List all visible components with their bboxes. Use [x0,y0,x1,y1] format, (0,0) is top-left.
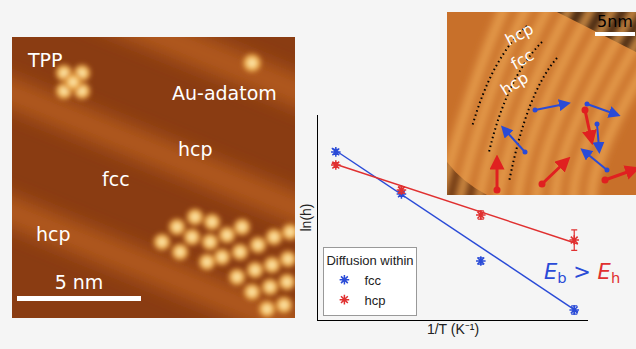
svg-text:fcc: fcc [102,168,130,190]
svg-text:5nm: 5nm [597,12,633,31]
svg-text:fcc: fcc [364,273,381,288]
svg-text:hcp: hcp [36,223,71,245]
svg-text:hcp: hcp [502,19,537,49]
svg-text:hcp: hcp [178,138,213,160]
svg-text:hcp: hcp [364,293,385,308]
svg-text:5 nm: 5 nm [55,271,104,293]
svg-text:Au-adatom: Au-adatom [172,82,277,104]
svg-text:ln(h): ln(h) [298,203,314,231]
svg-text:E​b​ > E​h​: E​b​ > E​h​ [544,260,620,286]
svg-text:TPP: TPP [27,49,63,71]
svg-text:Diffusion within: Diffusion within [326,253,413,268]
svg-text:hcp: hcp [497,68,532,100]
svg-text:fcc: fcc [507,45,538,74]
svg-text:1/T (K⁻¹): 1/T (K⁻¹) [427,321,479,337]
